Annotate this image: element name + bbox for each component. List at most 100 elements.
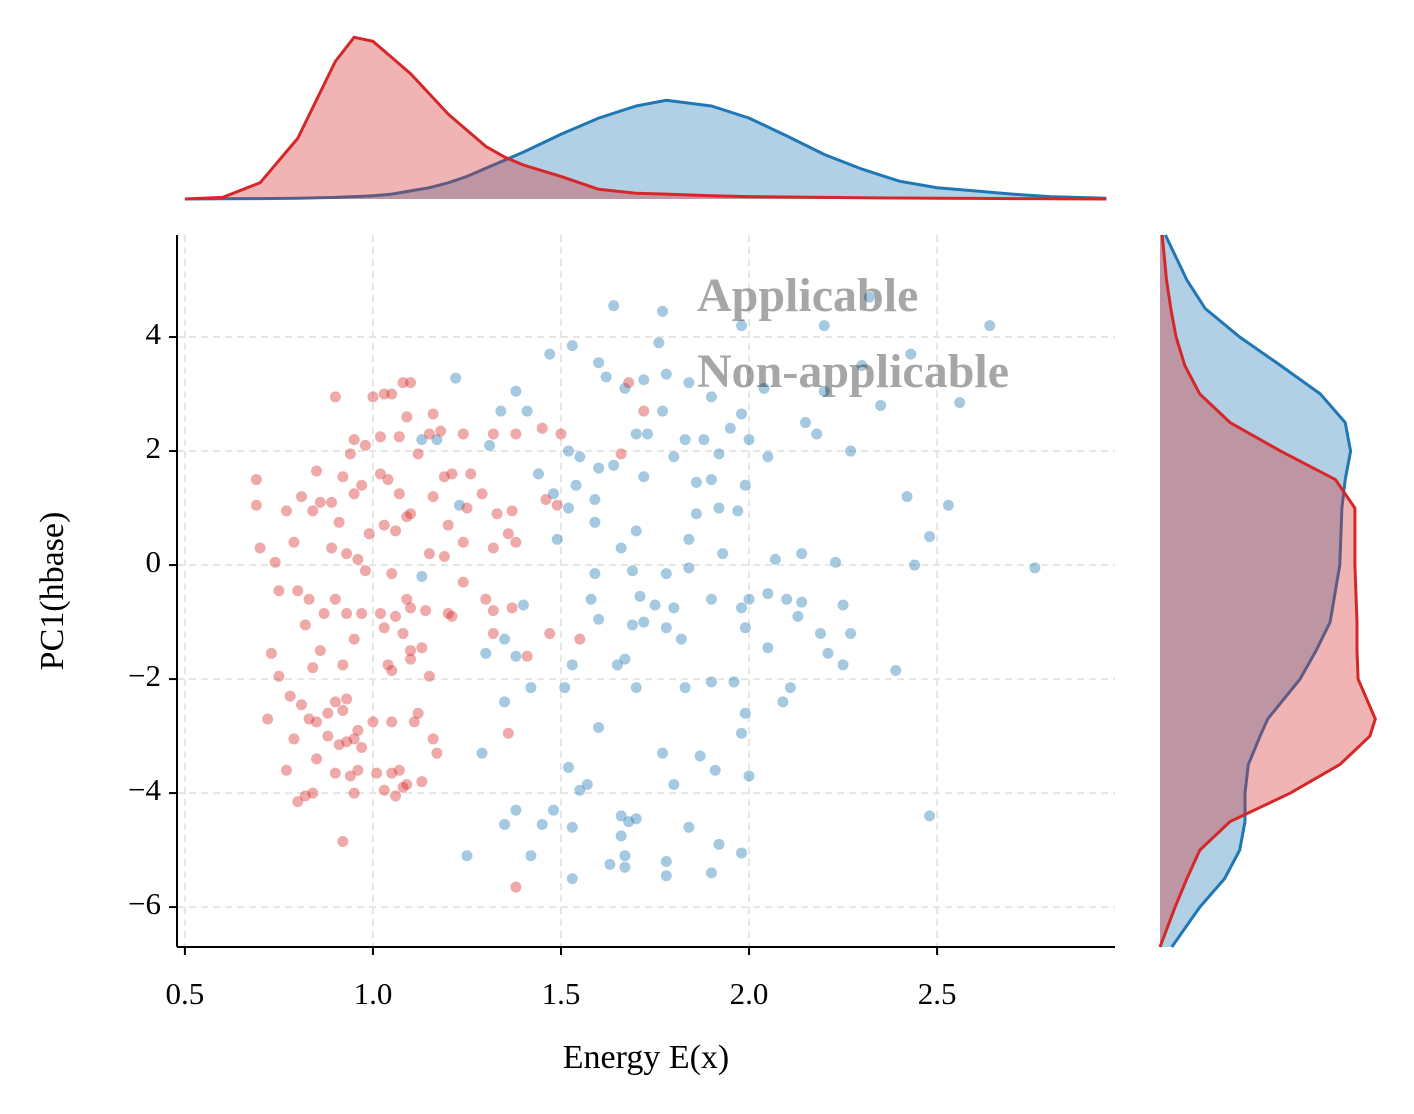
scatter-point <box>551 499 563 511</box>
scatter-point <box>563 445 575 457</box>
scatter-point <box>630 813 642 825</box>
scatter-point <box>736 320 748 332</box>
scatter-point <box>581 779 593 791</box>
scatter-point <box>574 633 586 645</box>
scatter-point <box>585 593 597 605</box>
scatter-point <box>954 397 966 409</box>
scatter-point <box>600 371 612 383</box>
scatter-point <box>476 747 488 759</box>
scatter-point <box>401 511 413 523</box>
scatter-point <box>642 428 654 440</box>
kde-line <box>184 98 1107 201</box>
scatter-point <box>792 610 804 622</box>
scatter-point <box>799 417 811 429</box>
scatter-point <box>288 536 300 548</box>
scatter-point <box>344 770 356 782</box>
scatter-point <box>367 391 379 403</box>
scatter-point <box>743 770 755 782</box>
x-tick-label: 1.5 <box>542 976 581 1011</box>
scatter-point <box>311 716 323 728</box>
scatter-point <box>337 704 349 716</box>
scatter-point <box>314 645 326 657</box>
scatter-point <box>619 850 631 862</box>
scatter-point <box>273 670 285 682</box>
kde-line <box>1158 234 1377 948</box>
scatter-point <box>374 431 386 443</box>
scatter-point <box>397 377 409 389</box>
scatter-point <box>574 451 586 463</box>
scatter-point <box>487 542 499 554</box>
scatter-point <box>540 494 552 506</box>
scatter-point <box>378 622 390 634</box>
scatter-point <box>1029 562 1041 574</box>
scatter-point <box>416 776 428 788</box>
scatter-point <box>679 682 691 694</box>
y-tick-label: 0 <box>146 544 162 579</box>
scatter-point <box>623 377 635 389</box>
kde-area <box>184 37 1107 199</box>
scatter-point <box>728 676 740 688</box>
x-tick-label: 2.5 <box>918 976 957 1011</box>
scatter-point <box>890 665 902 677</box>
scatter-point <box>386 568 398 580</box>
scatter-point <box>901 491 913 503</box>
scatter-point <box>401 779 413 791</box>
scatter-point <box>401 593 413 605</box>
scatter-point <box>405 377 417 389</box>
scatter-point <box>837 599 849 611</box>
scatter-point <box>284 690 296 702</box>
scatter-point <box>679 434 691 446</box>
scatter-point <box>739 707 751 719</box>
scatter-point <box>942 499 954 511</box>
scatter-point <box>442 519 454 531</box>
scatter-point <box>796 548 808 560</box>
scatter-point <box>341 608 353 620</box>
scatter-point <box>984 320 996 332</box>
scatter-point <box>416 434 428 446</box>
scatter-point <box>638 471 650 483</box>
scatter-point <box>502 528 514 540</box>
scatter-point <box>356 608 368 620</box>
scatter-point <box>521 405 533 417</box>
scatter-point <box>845 445 857 457</box>
scatter-point <box>743 593 755 605</box>
scatter-point <box>295 491 307 503</box>
scatter-point <box>762 642 774 654</box>
scatter-point <box>378 784 390 796</box>
scatter-point <box>386 388 398 400</box>
scatter-point <box>905 348 917 360</box>
scatter-point <box>299 619 311 631</box>
scatter-point <box>393 764 405 776</box>
scatter-point <box>363 528 375 540</box>
scatter-point <box>608 459 620 471</box>
scatter-point <box>566 873 578 885</box>
scatter-point <box>777 696 789 708</box>
scatter-point <box>348 488 360 500</box>
scatter-point <box>593 462 605 474</box>
scatter-point <box>374 608 386 620</box>
scatter-point <box>544 627 556 639</box>
scatter-point <box>495 405 507 417</box>
scatter-point <box>329 767 341 779</box>
scatter-point <box>299 790 311 802</box>
scatter-point <box>288 733 300 745</box>
scatter-point <box>736 408 748 420</box>
scatter-point <box>273 585 285 597</box>
scatter-point <box>705 593 717 605</box>
scatter-point <box>570 479 582 491</box>
kde-line <box>1164 234 1353 948</box>
scatter-point <box>265 647 277 659</box>
scatter-point <box>506 505 518 517</box>
scatter-point <box>668 451 680 463</box>
scatter-point <box>254 542 266 554</box>
scatter-point <box>412 448 424 460</box>
scatter-point <box>510 881 522 893</box>
scatter-point <box>593 722 605 734</box>
x-tick-label: 0.5 <box>166 976 205 1011</box>
scatter-point <box>307 505 319 517</box>
scatter-point <box>690 476 702 488</box>
scatter-point <box>736 847 748 859</box>
scatter-point <box>657 747 669 759</box>
scatter-point <box>551 533 563 545</box>
